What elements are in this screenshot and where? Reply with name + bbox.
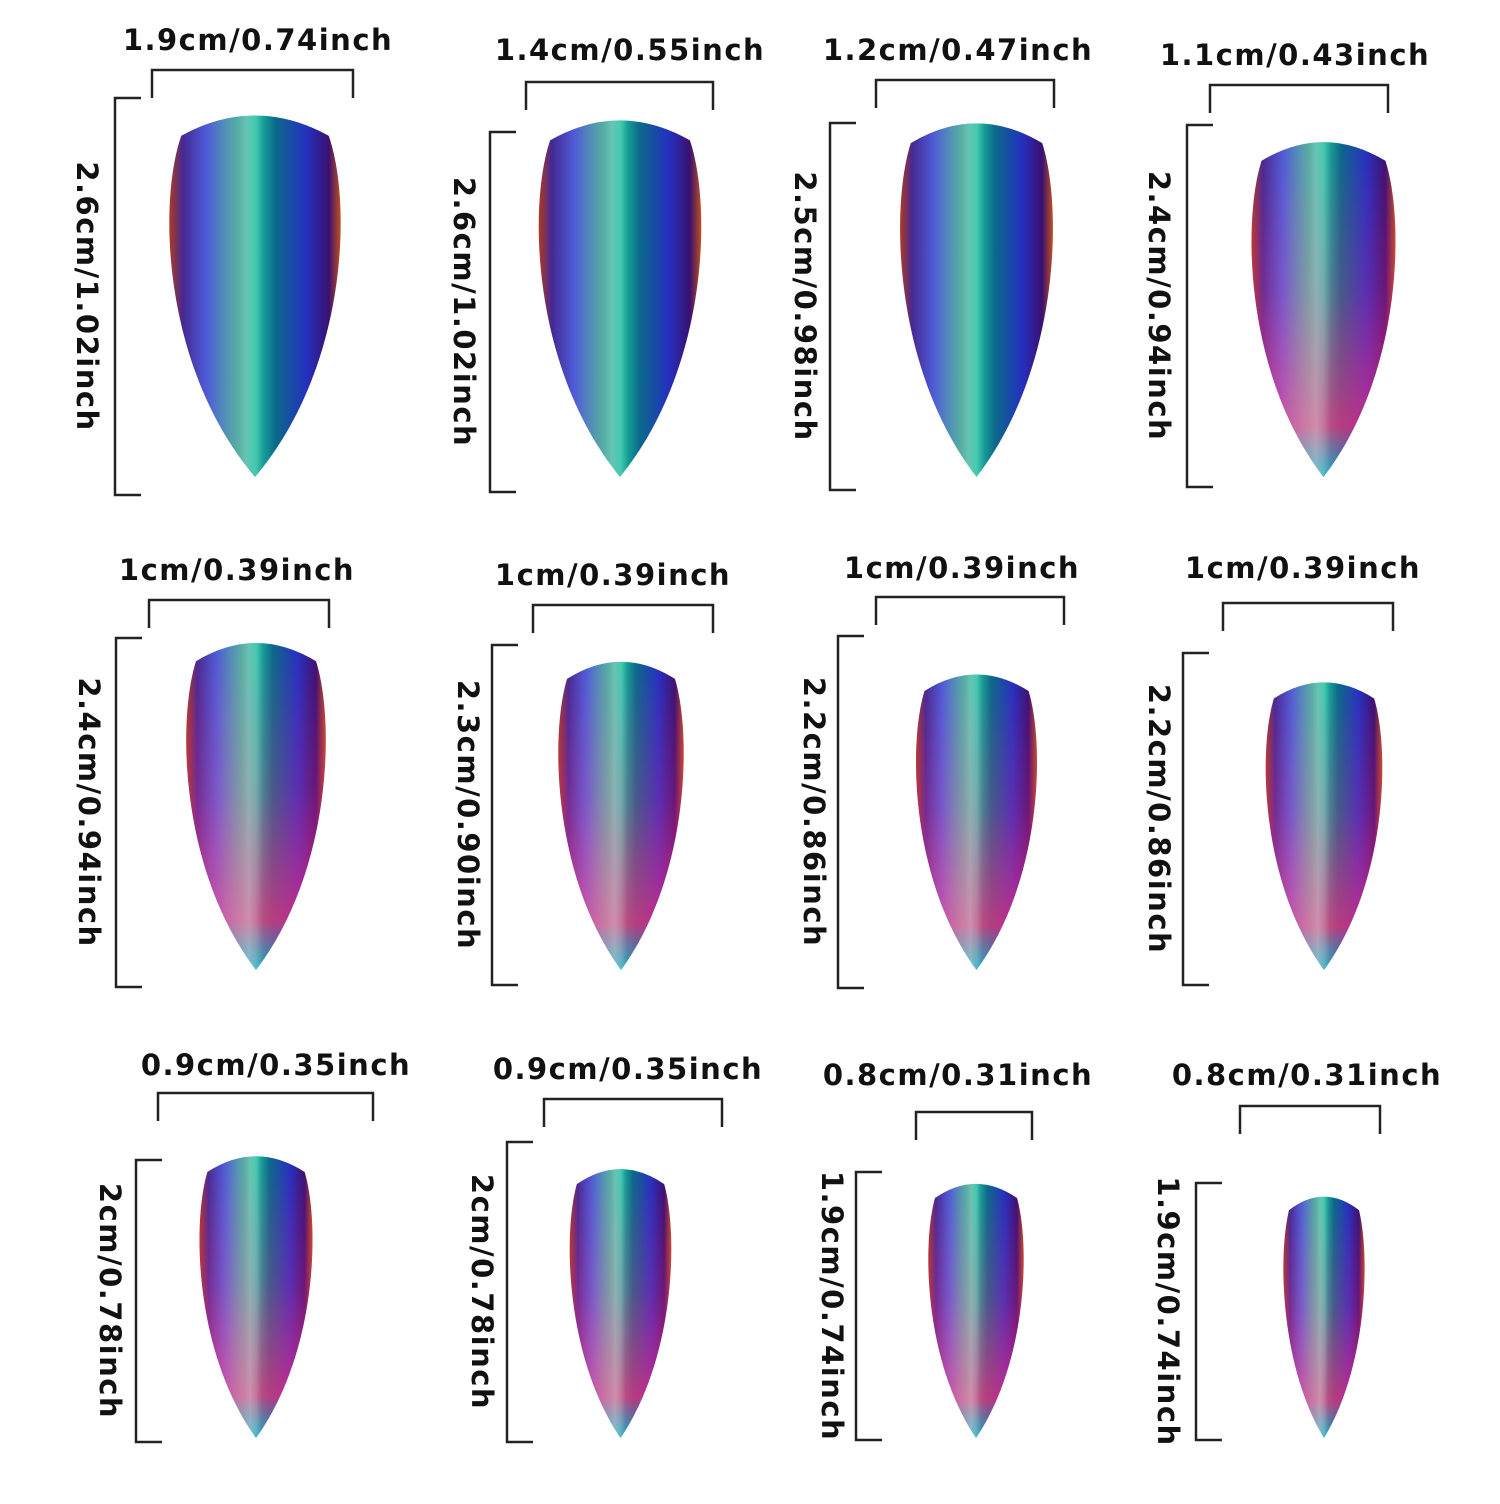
height-bracket	[854, 1170, 882, 1442]
nail-item: 0.9cm/0.35inch 2cm/0.78inch	[93, 1048, 411, 1444]
nail-shine	[186, 642, 326, 970]
nail-shine	[558, 661, 684, 970]
height-bracket	[1181, 651, 1209, 987]
height-label: 2cm/0.78inch	[465, 1174, 499, 1410]
nail-item: 0.8cm/0.31inch 1.9cm/0.74inch	[1151, 1058, 1442, 1447]
height-bracket	[836, 634, 864, 990]
height-bracket	[1185, 123, 1213, 489]
width-label: 1.9cm/0.74inch	[123, 23, 393, 57]
height-label: 2.6cm/1.02inch	[70, 161, 104, 431]
nail-item: 1cm/0.39inch 2.4cm/0.94inch	[72, 553, 355, 989]
width-bracket	[531, 603, 715, 633]
width-label: 1.2cm/0.47inch	[823, 33, 1093, 67]
height-bracket	[828, 121, 856, 492]
width-label: 1cm/0.39inch	[495, 558, 731, 592]
nail-shine	[569, 1169, 672, 1438]
nail-shine	[1283, 1196, 1365, 1438]
nail-shine	[900, 123, 1053, 477]
nail-shine	[538, 120, 702, 477]
nail-shine	[199, 1156, 313, 1438]
width-label: 1.4cm/0.55inch	[495, 33, 765, 67]
height-label: 2.4cm/0.94inch	[1142, 171, 1176, 441]
width-bracket	[874, 78, 1056, 108]
width-bracket	[150, 68, 355, 98]
height-label: 2.5cm/0.98inch	[788, 171, 822, 441]
nail-shine	[915, 674, 1038, 970]
width-bracket	[542, 1097, 724, 1127]
width-label: 1.1cm/0.43inch	[1160, 38, 1430, 72]
height-label: 2.4cm/0.94inch	[72, 677, 106, 947]
width-label: 0.8cm/0.31inch	[823, 1058, 1093, 1092]
height-label: 2.2cm/0.86inch	[1142, 684, 1176, 954]
nail-item: 1.1cm/0.43inch 2.4cm/0.94inch	[1142, 38, 1430, 489]
height-label: 2.2cm/0.86inch	[797, 677, 831, 947]
width-bracket	[1208, 83, 1390, 113]
height-label: 2.3cm/0.90inch	[451, 680, 485, 950]
nail-item: 1.9cm/0.74inch 2.6cm/1.02inch	[70, 23, 393, 497]
width-label: 1cm/0.39inch	[1185, 551, 1421, 585]
width-bracket	[1221, 601, 1395, 631]
nail-item: 0.8cm/0.31inch 1.9cm/0.74inch	[815, 1058, 1093, 1442]
width-bracket	[874, 595, 1066, 625]
nail-item: 1.2cm/0.47inch 2.5cm/0.98inch	[788, 33, 1093, 492]
height-label: 2.6cm/1.02inch	[447, 177, 481, 447]
height-bracket	[113, 96, 141, 497]
width-label: 0.8cm/0.31inch	[1172, 1058, 1442, 1092]
nail-shine	[928, 1183, 1024, 1438]
height-bracket	[114, 636, 142, 989]
width-bracket	[147, 598, 331, 628]
width-label: 1cm/0.39inch	[119, 553, 355, 587]
width-label: 0.9cm/0.35inch	[141, 1048, 411, 1082]
height-label: 2cm/0.78inch	[93, 1183, 127, 1419]
width-bracket	[524, 80, 715, 110]
height-bracket	[488, 130, 516, 494]
height-bracket	[490, 643, 518, 987]
height-label: 1.9cm/0.74inch	[1151, 1176, 1185, 1446]
nail-shine	[1265, 682, 1383, 970]
nail-item: 1cm/0.39inch 2.2cm/0.86inch	[1142, 551, 1421, 987]
width-label: 1cm/0.39inch	[844, 551, 1080, 585]
height-bracket	[134, 1158, 162, 1444]
height-bracket	[1194, 1181, 1222, 1442]
nail-shine	[1251, 142, 1396, 477]
width-label: 0.9cm/0.35inch	[493, 1052, 763, 1086]
nail-item: 0.9cm/0.35inch 2cm/0.78inch	[465, 1052, 763, 1444]
width-bracket	[914, 1110, 1034, 1140]
width-bracket	[1238, 1104, 1382, 1134]
height-label: 1.9cm/0.74inch	[815, 1171, 849, 1441]
nail-item: 1.4cm/0.55inch 2.6cm/1.02inch	[447, 33, 765, 494]
width-bracket	[156, 1091, 375, 1121]
nail-item: 1cm/0.39inch 2.2cm/0.86inch	[797, 551, 1080, 990]
nail-shine	[169, 115, 341, 477]
height-bracket	[505, 1140, 533, 1444]
nail-item: 1cm/0.39inch 2.3cm/0.90inch	[451, 558, 731, 987]
